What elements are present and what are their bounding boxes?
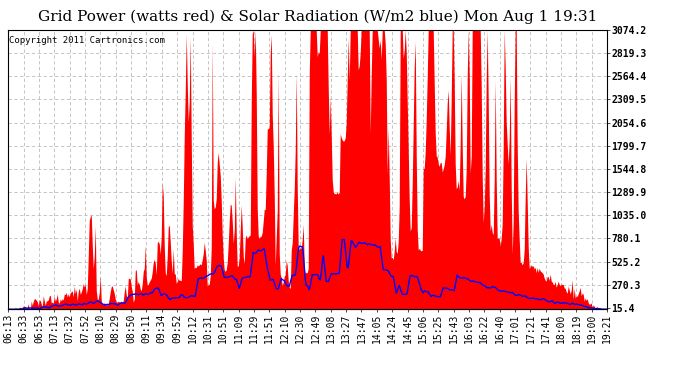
- Text: Copyright 2011 Cartronics.com: Copyright 2011 Cartronics.com: [10, 36, 166, 45]
- Text: Grid Power (watts red) & Solar Radiation (W/m2 blue) Mon Aug 1 19:31: Grid Power (watts red) & Solar Radiation…: [38, 9, 597, 24]
